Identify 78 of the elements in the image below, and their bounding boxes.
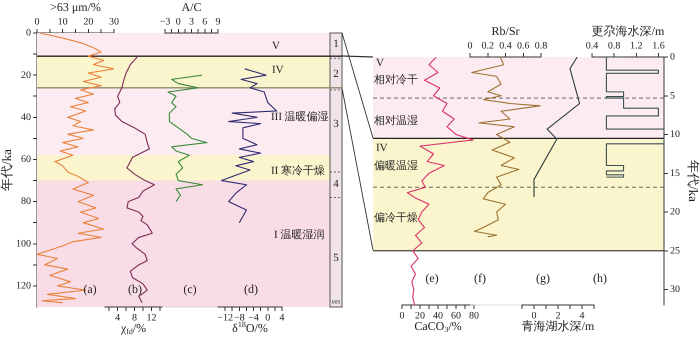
annotation: (h) — [593, 271, 607, 286]
x-tick-label: 10 — [58, 16, 68, 28]
x-axis-title: A/C — [182, 0, 202, 14]
x-tick-label: 0.8 — [608, 40, 620, 52]
annotation: (b) — [128, 282, 142, 296]
annotation: 偏暖温湿 — [374, 158, 418, 172]
x-tick-label: 9 — [216, 16, 220, 28]
x-tick-label: 2 — [556, 310, 560, 322]
y-tick-label: 15 — [670, 168, 680, 179]
x-tick-label: 4 — [280, 312, 284, 324]
x-tick-label: −12 — [217, 312, 233, 324]
annotation: II 寒冷干燥 — [271, 164, 326, 177]
x-tick-label: 0 — [468, 40, 472, 52]
y-tick-label: 10 — [670, 129, 680, 140]
x-tick-label: 0.4 — [499, 40, 512, 52]
x-tick-label: 3 — [189, 16, 194, 28]
x-tick-label: 0 — [532, 310, 536, 322]
annotation: IV — [272, 64, 284, 76]
x-axis-title: 更尕海水深/m — [592, 24, 665, 38]
text: 4 — [333, 178, 340, 190]
x-tick-label: 12 — [146, 312, 156, 324]
y-tick-label: 80 — [21, 196, 31, 208]
x-tick-label: 0.6 — [517, 40, 530, 52]
y-axis-title: 年代/ka — [686, 160, 700, 202]
y-tick-label: 25 — [670, 245, 680, 256]
x-tick-label: 8 — [132, 312, 138, 324]
x-tick-label: 0.4 — [586, 40, 598, 52]
annotation: (d) — [244, 282, 258, 296]
x-tick-label: 1.6 — [652, 40, 665, 52]
y-tick-label: 0 — [26, 28, 31, 39]
annotation: V — [272, 40, 280, 52]
y-tick-label: 5 — [670, 90, 675, 102]
x-tick-label: 30 — [109, 16, 119, 28]
text: 2 — [333, 68, 339, 80]
x-tick-label: 20 — [83, 16, 94, 28]
y-tick-label: 120 — [16, 280, 31, 292]
annotation: (c) — [183, 282, 197, 296]
x-tick-label: −4 — [248, 312, 259, 324]
y-tick-label: 30 — [670, 284, 680, 296]
x-tick-label: 0.8 — [534, 40, 548, 52]
x-tick-label: 4 — [115, 312, 120, 324]
x-axis-title: Rb/Sr — [491, 24, 520, 38]
y-axis-title: 年代/ka — [0, 148, 14, 191]
x-tick-label: 60 — [451, 310, 461, 322]
annotation: 偏冷干燥 — [374, 212, 418, 224]
text: 3 — [333, 118, 340, 130]
x-tick-label: 0 — [34, 16, 40, 28]
text: V — [376, 56, 384, 69]
y-tick-label: 100 — [16, 238, 31, 250]
x-tick-label: 0.2 — [482, 40, 494, 52]
x-tick-label: 6 — [202, 16, 208, 28]
x-tick-label: 1.2 — [630, 40, 643, 52]
annotation: (a) — [83, 282, 97, 296]
x-axis-title: >63 μm/% — [50, 0, 101, 14]
x-tick-label: −3 — [160, 16, 170, 28]
x-axis-title: 青海湖水深/m — [522, 319, 595, 334]
annotation: 相对冷干 — [374, 72, 418, 86]
x-tick-label: 40 — [433, 310, 443, 322]
x-tick-label: 4 — [580, 310, 584, 322]
x-tick-label: 0 — [400, 310, 404, 322]
annotation: III 温暖偏湿 — [271, 110, 329, 123]
y-tick-label: 60 — [21, 154, 31, 166]
text: 1 — [333, 38, 339, 50]
y-tick-label: 40 — [21, 112, 31, 123]
text: IV — [376, 142, 388, 154]
annotation: I 温暖湿润 — [274, 228, 324, 241]
annotation: 相对温湿 — [374, 114, 418, 127]
y-tick-label: 20 — [21, 70, 31, 81]
annotation: (e) — [425, 271, 439, 286]
y-tick-label: 0 — [670, 52, 675, 63]
annotation: (g) — [536, 271, 550, 286]
y-tick-label: 20 — [670, 206, 680, 218]
x-tick-label: 20 — [415, 310, 425, 322]
annotation: (f) — [474, 271, 486, 286]
x-tick-label: 80 — [469, 310, 479, 322]
x-tick-label: 0 — [265, 312, 270, 324]
text: 5 — [333, 252, 340, 264]
x-tick-label: 0 — [176, 16, 181, 28]
